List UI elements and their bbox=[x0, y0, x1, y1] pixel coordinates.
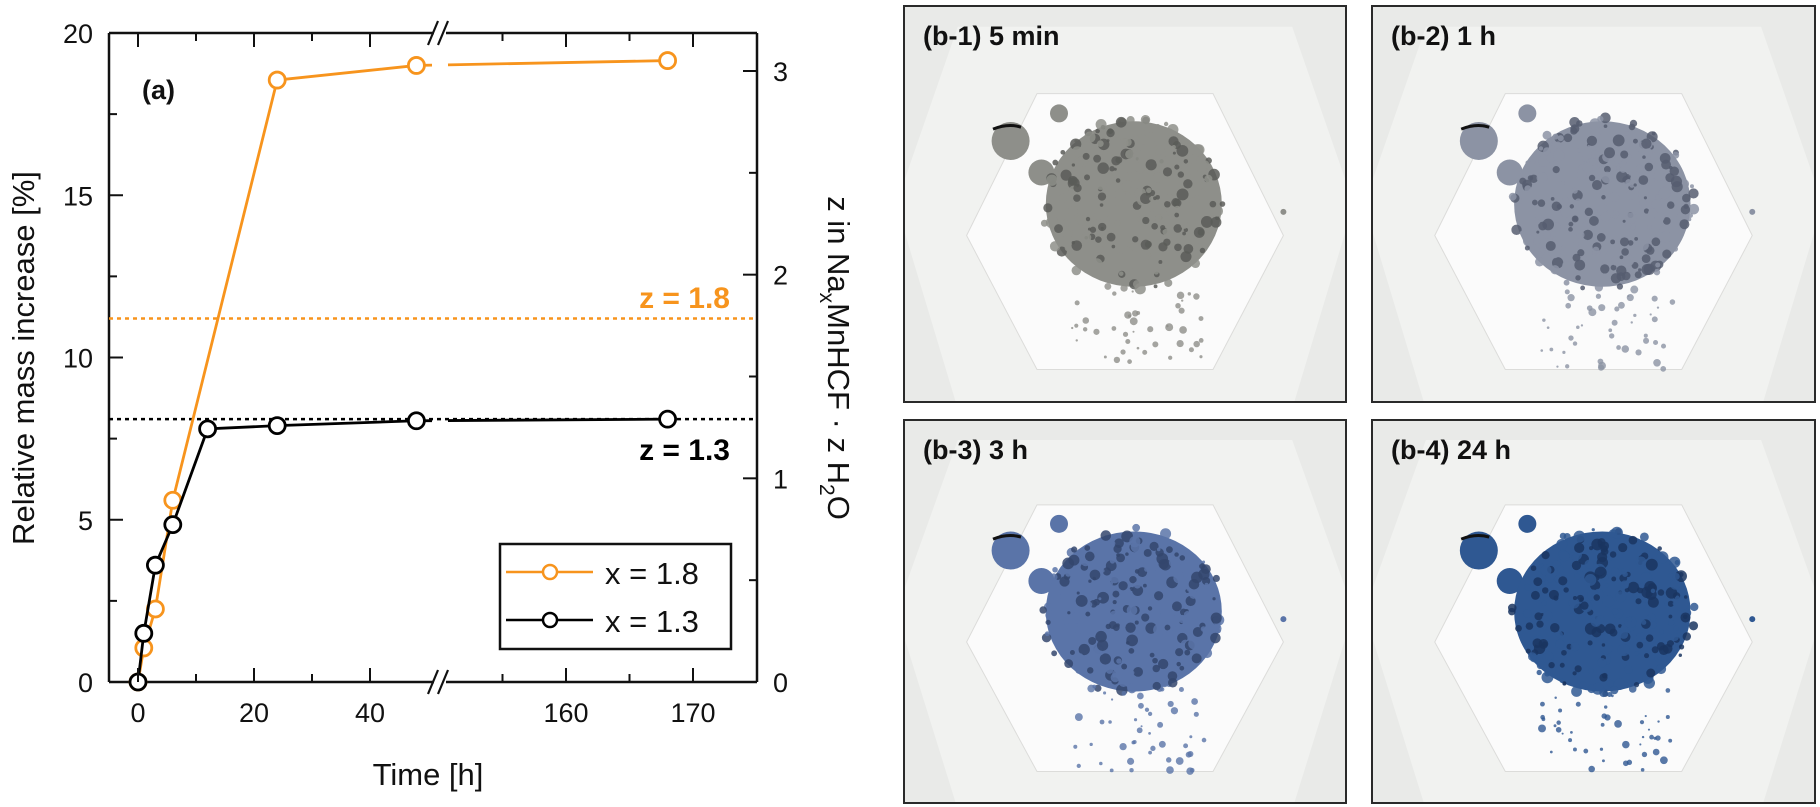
powder-photo-1h bbox=[1373, 7, 1814, 401]
legend-label-x13: x = 1.3 bbox=[605, 604, 699, 639]
svg-text:40: 40 bbox=[355, 698, 385, 728]
x-axis-label: Time [h] bbox=[373, 757, 484, 792]
legend-item-x13: x = 1.3 bbox=[506, 604, 699, 639]
ref-label-z18: z = 1.8 bbox=[639, 282, 730, 315]
y-axis-label: Relative mass increase [%] bbox=[6, 171, 41, 545]
svg-text:160: 160 bbox=[543, 698, 588, 728]
panel-label-a: (a) bbox=[142, 75, 175, 105]
panel-label-b4: (b-4) 24 h bbox=[1391, 435, 1512, 465]
svg-text:0: 0 bbox=[130, 698, 145, 728]
powder-photo-3h bbox=[905, 421, 1345, 802]
legend-label-x18: x = 1.8 bbox=[605, 556, 699, 591]
svg-text:0: 0 bbox=[78, 668, 93, 698]
y2-axis-label: z in NaxMnHCF · z H2O bbox=[815, 196, 856, 520]
powder-photo-24h bbox=[1373, 421, 1814, 802]
svg-text:170: 170 bbox=[670, 698, 715, 728]
svg-text:10: 10 bbox=[63, 344, 93, 374]
svg-text:20: 20 bbox=[63, 19, 93, 49]
svg-text:2: 2 bbox=[773, 261, 788, 291]
svg-text:1: 1 bbox=[773, 464, 788, 494]
svg-text:z in NaxMnHCF · z H2O: z in NaxMnHCF · z H2O bbox=[815, 196, 856, 520]
series-layer bbox=[128, 51, 677, 692]
ref-label-z13: z = 1.3 bbox=[639, 434, 730, 467]
svg-text:5: 5 bbox=[78, 506, 93, 536]
svg-text:20: 20 bbox=[239, 698, 269, 728]
panel-label-b3: (b-3) 3 h bbox=[923, 435, 1028, 465]
photo-panel-b2: (b-2) 1 h bbox=[1371, 5, 1816, 403]
photo-panel-b3: (b-3) 3 h bbox=[903, 419, 1347, 804]
legend-item-x18: x = 1.8 bbox=[506, 556, 699, 591]
legend: x = 1.8 x = 1.3 bbox=[498, 542, 733, 651]
mass-increase-chart: 0 20 40 160 170 0 5 10 15 20 0 1 2 3 (a) z = 1.8 z = … bbox=[6, 19, 856, 792]
panel-label-b1: (b-1) 5 min bbox=[923, 21, 1060, 51]
svg-text:3: 3 bbox=[773, 57, 788, 87]
powder-photo-5min bbox=[905, 7, 1345, 401]
photo-panel-b4: (b-4) 24 h bbox=[1371, 419, 1816, 804]
photo-panel-b1: (b-1) 5 min bbox=[903, 5, 1347, 403]
axis-ticks: 0 20 40 160 170 0 5 10 15 20 0 1 2 3 bbox=[63, 19, 788, 728]
panel-label-b2: (b-2) 1 h bbox=[1391, 21, 1496, 51]
svg-text:15: 15 bbox=[63, 181, 93, 211]
svg-text:0: 0 bbox=[773, 668, 788, 698]
